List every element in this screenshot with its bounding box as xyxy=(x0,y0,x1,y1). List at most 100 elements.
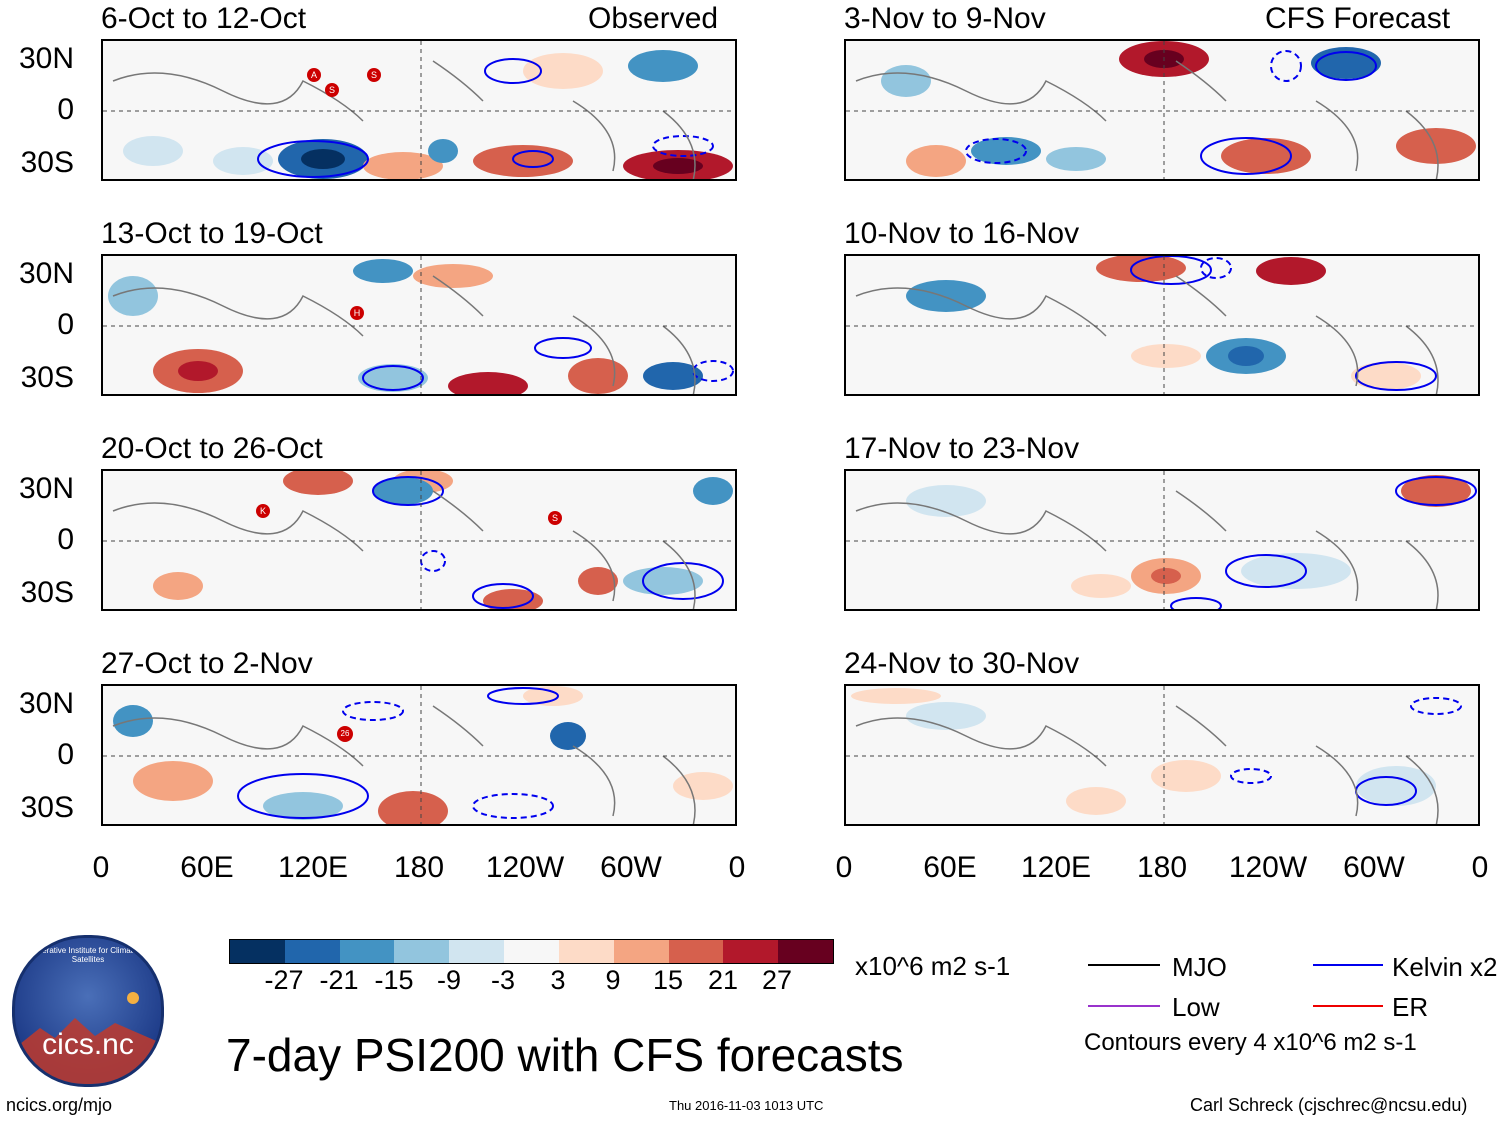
lat-label-30n-row3: 30N xyxy=(18,472,74,505)
lat-label-30s-row3: 30S xyxy=(20,576,74,609)
anomaly-blob xyxy=(358,364,428,392)
kelvin-contour xyxy=(1200,137,1292,175)
anomaly-blob xyxy=(1046,147,1106,171)
kelvin-contour xyxy=(965,138,1027,164)
logo-text: cics.nc xyxy=(42,1028,134,1061)
lon-label-0: 0 xyxy=(835,851,853,884)
lon-label-180: 180 xyxy=(1136,851,1188,884)
anomaly-blob xyxy=(353,259,413,283)
anomaly-blob xyxy=(108,276,158,316)
anomaly-blob xyxy=(1356,766,1436,806)
lat-label-eq-row3: 0 xyxy=(57,523,74,556)
colorbar-swatch xyxy=(284,940,340,963)
colorbar-swatch xyxy=(230,940,285,963)
lat-label-eq-row2: 0 xyxy=(57,308,74,341)
map-panel-observed-3: K S xyxy=(101,469,737,611)
lat-label-30n-row2: 30N xyxy=(18,257,74,290)
footer-author: Carl Schreck (cjschrec@ncsu.edu) xyxy=(1190,1095,1468,1115)
legend-line-mjo xyxy=(1088,964,1160,966)
colorbar xyxy=(229,939,834,964)
contour-note: Contours every 4 x10^6 m2 s-1 xyxy=(1084,1029,1417,1056)
colorbar-label: -15 xyxy=(374,965,414,995)
anomaly-blob xyxy=(971,137,1041,165)
kelvin-contour xyxy=(512,150,554,168)
anomaly-blob xyxy=(643,362,703,390)
anomaly-blob xyxy=(623,567,703,595)
footer-timestamp: Thu 2016-11-03 1013 UTC xyxy=(669,1098,824,1113)
kelvin-contour xyxy=(1315,51,1377,81)
colorbar-label: 3 xyxy=(550,965,566,995)
kelvin-contour xyxy=(484,58,542,84)
anomaly-blob xyxy=(653,158,703,174)
coastline xyxy=(855,60,1439,179)
anomaly-blob xyxy=(568,358,628,394)
colorbar-label: -21 xyxy=(319,965,359,995)
storm-marker: S xyxy=(325,83,339,97)
logo-ring-text: Cooperative Institute for Climate and Sa… xyxy=(23,946,153,964)
lat-label-eq-row4: 0 xyxy=(57,738,74,771)
panel-title-3: 20-Oct to 26-Oct xyxy=(101,432,323,465)
kelvin-contour xyxy=(342,701,404,721)
anomaly-blob xyxy=(283,471,353,495)
coastline xyxy=(855,490,1439,609)
lat-label-30n-row4: 30N xyxy=(18,687,74,720)
coastline xyxy=(855,705,1439,824)
anomaly-blob xyxy=(473,145,573,177)
anomaly-blob xyxy=(373,477,433,505)
anomaly-blob xyxy=(213,147,273,175)
anomaly-blob xyxy=(1228,346,1264,366)
map-panel-forecast-1 xyxy=(844,39,1480,181)
anomaly-blob xyxy=(693,477,733,505)
lat-label-30s-row2: 30S xyxy=(20,361,74,394)
coastline xyxy=(112,275,696,394)
storm-marker: 26 xyxy=(337,726,353,742)
colorbar-swatch xyxy=(613,940,669,963)
anomaly-blob xyxy=(1221,138,1311,174)
logo-sun-icon xyxy=(127,992,139,1004)
anomaly-blob xyxy=(1131,344,1201,368)
colorbar-swatch xyxy=(394,940,450,963)
kelvin-contour xyxy=(1355,361,1437,391)
main-title: 7-day PSI200 with CFS forecasts xyxy=(226,1029,904,1081)
colorbar-units: x10^6 m2 s-1 xyxy=(855,951,1011,981)
kelvin-contour xyxy=(420,550,446,572)
anomaly-blob xyxy=(906,485,986,517)
colorbar-label: 9 xyxy=(605,965,621,995)
kelvin-contour xyxy=(372,476,444,506)
coastline xyxy=(855,275,1439,394)
colorbar-swatch xyxy=(504,940,559,963)
kelvin-contour xyxy=(652,135,714,157)
anomaly-blob xyxy=(153,572,203,600)
lon-label-0-end: 0 xyxy=(1471,851,1489,884)
panel-title-7: 17-Nov to 23-Nov xyxy=(844,432,1080,465)
anomaly-blob xyxy=(881,65,931,97)
anomaly-blob xyxy=(1071,574,1131,598)
anomaly-blob xyxy=(906,145,966,177)
anomaly-blob xyxy=(673,772,733,800)
anomaly-blob xyxy=(523,686,583,706)
kelvin-contour xyxy=(257,140,369,178)
storm-marker: A xyxy=(307,68,321,82)
anomaly-blob xyxy=(363,152,443,179)
legend-label-er: ER xyxy=(1392,992,1429,1022)
panel-title-8: 24-Nov to 30-Nov xyxy=(844,647,1080,680)
panel-title-1: 6-Oct to 12-Oct xyxy=(101,2,307,35)
footer-url: ncics.org/mjo xyxy=(6,1095,113,1115)
anomaly-blob xyxy=(448,372,528,394)
kelvin-contour xyxy=(1130,256,1212,285)
anomaly-blob xyxy=(133,761,213,801)
panel-title-2: 13-Oct to 19-Oct xyxy=(101,217,323,250)
kelvin-contour xyxy=(1225,554,1307,588)
kelvin-contour xyxy=(534,337,592,359)
panel-title-6: 10-Nov to 16-Nov xyxy=(844,217,1080,250)
kelvin-contour xyxy=(487,687,559,705)
colorbar-label: 15 xyxy=(652,965,684,995)
colorbar-label: 27 xyxy=(761,965,793,995)
legend-line-low xyxy=(1088,1005,1160,1007)
anomaly-blob xyxy=(628,50,698,82)
anomaly-blob xyxy=(483,589,543,609)
kelvin-contour xyxy=(237,773,369,819)
colorbar-swatch xyxy=(778,940,833,963)
anomaly-blob xyxy=(428,139,458,163)
legend-line-kelvin xyxy=(1313,964,1383,966)
